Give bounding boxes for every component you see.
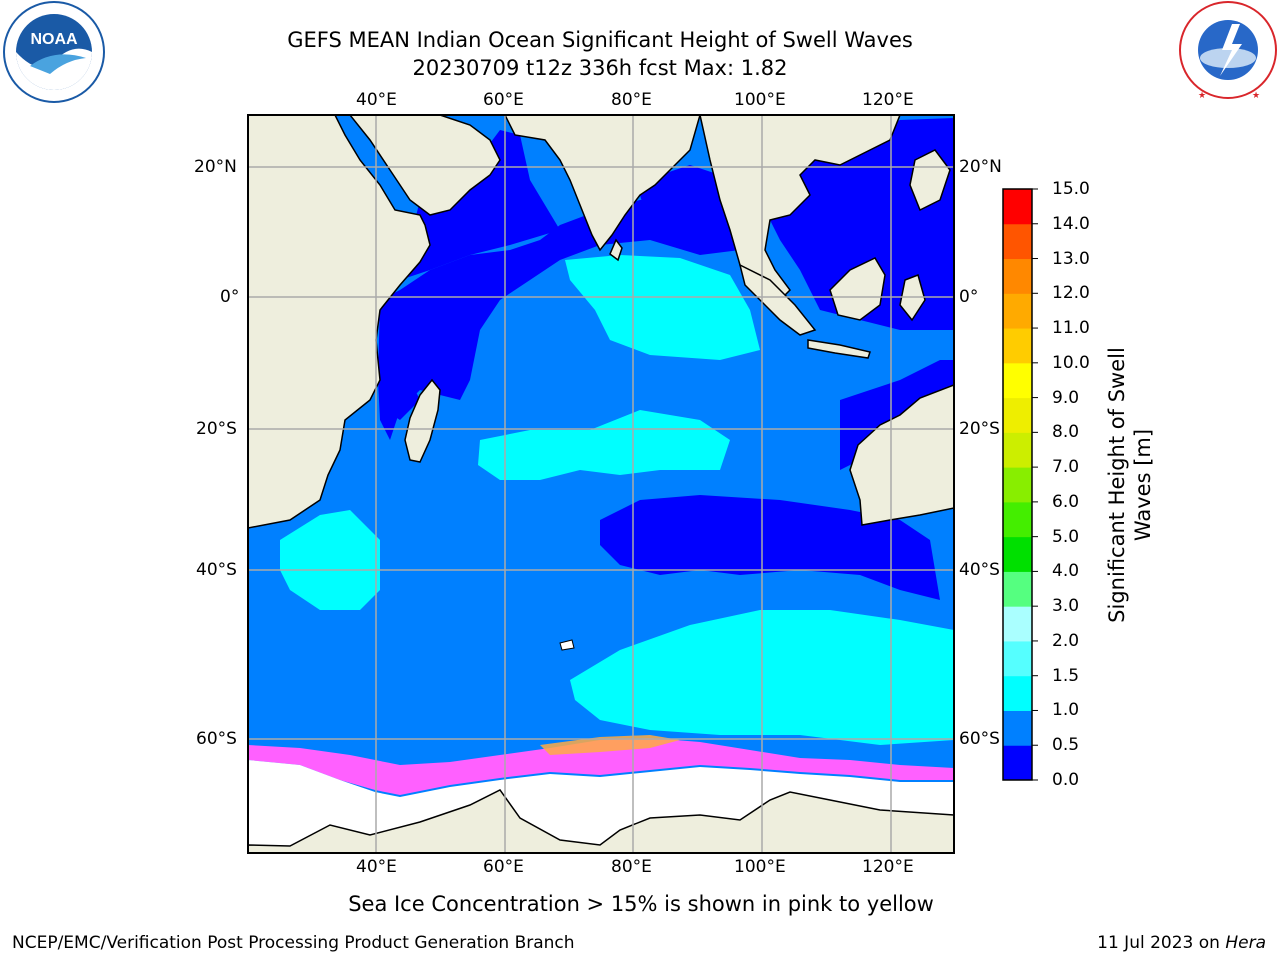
colorbar-swatch [1003,293,1032,329]
colorbar-swatch [1003,362,1032,399]
lon-tick-bottom-80: 80°E [611,857,652,877]
footer-host: Hera [1225,933,1266,953]
lat-tick-right-0: 0° [959,287,979,307]
colorbar-swatch [1003,710,1032,746]
lon-tick-bottom-120: 120°E [862,857,914,877]
colorbar-frame [1002,188,1033,781]
svg-text:★: ★ [1252,91,1260,101]
sea-ice-caption: Sea Ice Concentration > 15% is shown in … [348,892,934,916]
lat-tick-left-20s: 20°S [196,419,237,439]
colorbar-swatch [1003,258,1032,294]
lat-tick-right-20s: 20°S [959,419,1000,439]
lat-tick-right-60s: 60°S [959,729,1000,749]
madagascar-land [404,378,441,463]
lon-tick-top-120: 120°E [862,90,914,110]
colorbar-swatch [1003,675,1032,711]
nws-logo: ★ ★ [1176,0,1280,104]
colorbar-tick-label: 14.0 [1052,213,1090,234]
sri-lanka-land [609,238,623,262]
footer-date-text: 11 Jul 2023 on [1097,933,1226,953]
colorbar-swatch [1003,640,1032,677]
colorbar-swatch [1003,501,1032,538]
svg-text:★: ★ [1198,91,1206,101]
colorbar-tick-label: 13.0 [1052,248,1090,269]
lon-tick-bottom-40: 40°E [356,857,397,877]
colorbar-tick-label: 8.0 [1052,422,1080,443]
colorbar-swatch [1003,745,1032,781]
colorbar-tick-label: 0.5 [1052,735,1080,756]
southeast-asia-land [699,115,901,301]
lat-tick-left-0: 0° [220,287,240,307]
antarctica-land [248,789,954,853]
australia-land [849,384,954,526]
colorbar-swatch [1003,571,1032,607]
lon-tick-bottom-100: 100°E [734,857,786,877]
colorbar-swatch [1003,536,1032,572]
colorbar-tick-label: 1.0 [1052,700,1080,721]
kerguelen-land [559,639,575,651]
lat-tick-right-40s: 40°S [959,560,1000,580]
colorbar-tick-label: 1.5 [1052,665,1080,686]
noaa-logo-text: NOAA [30,31,78,48]
footer-date: 11 Jul 2023 on Hera [1097,932,1266,954]
chart-subtitle: 20230709 t12z 336h fcst Max: 1.82 [412,56,788,80]
arabia-land [349,115,501,216]
colorbar-tick-label: 3.0 [1052,596,1080,617]
sumatra-land [738,263,817,336]
colorbar-tick-label: 9.0 [1052,387,1080,408]
low-swell-zone-mozambique [380,320,420,420]
noaa-logo: NOAA [0,0,110,110]
moderate-swell-zone-southwest [280,510,380,610]
lat-tick-left-60s: 60°S [196,729,237,749]
colorbar-tick-label: 6.0 [1052,491,1080,512]
colorbar-tick-label: 0.0 [1052,770,1080,790]
colorbar [1002,188,1038,781]
lon-tick-top-100: 100°E [734,90,786,110]
low-swell-zone-arabian-sea [378,195,740,440]
moderate-swell-zone-equatorial [565,255,760,360]
colorbar-tick-label: 12.0 [1052,283,1090,304]
colorbar-swatch [1003,223,1032,260]
map-frame [247,114,955,854]
lat-tick-right-20n: 20°N [959,157,1002,177]
lon-tick-top-80: 80°E [611,90,652,110]
colorbar-tick-label: 11.0 [1052,318,1090,339]
lon-tick-top-40: 40°E [356,90,397,110]
lat-tick-left-40s: 40°S [196,560,237,580]
colorbar-swatch [1003,432,1032,468]
colorbar-swatch [1003,606,1032,642]
colorbar-tick-label: 15.0 [1052,179,1090,199]
lat-tick-left-20n: 20°N [194,157,237,177]
philippines-land [909,149,951,212]
footer-credit: NCEP/EMC/Verification Post Processing Pr… [12,933,575,953]
colorbar-tick-label: 2.0 [1052,630,1080,651]
lon-tick-top-60: 60°E [483,90,524,110]
colorbar-label: Significant Height of Swell Waves [m] [1105,347,1155,623]
lon-tick-bottom-60: 60°E [483,857,524,877]
low-swell-zone-indonesia [760,118,954,330]
colorbar-swatch [1003,328,1032,364]
map-grid [248,115,954,853]
sea-ice-edge [540,735,680,755]
colorbar-swatch [1003,189,1032,225]
borneo-land [829,257,886,321]
colorbar-tick-label: 10.0 [1052,352,1090,373]
low-swell-zone-southern-indian [600,495,940,600]
moderate-swell-zone-subtropical [478,410,730,480]
colorbar-tick-label: 7.0 [1052,457,1080,478]
colorbar-tick-label: 4.0 [1052,561,1080,582]
colorbar-tick-label: 5.0 [1052,526,1080,547]
india-land [504,115,701,252]
sea-ice-band [248,738,954,795]
colorbar-swatch [1003,467,1032,503]
colorbar-swatch [1003,397,1032,433]
java-land [807,339,871,359]
chart-title: GEFS MEAN Indian Ocean Significant Heigh… [287,28,913,52]
